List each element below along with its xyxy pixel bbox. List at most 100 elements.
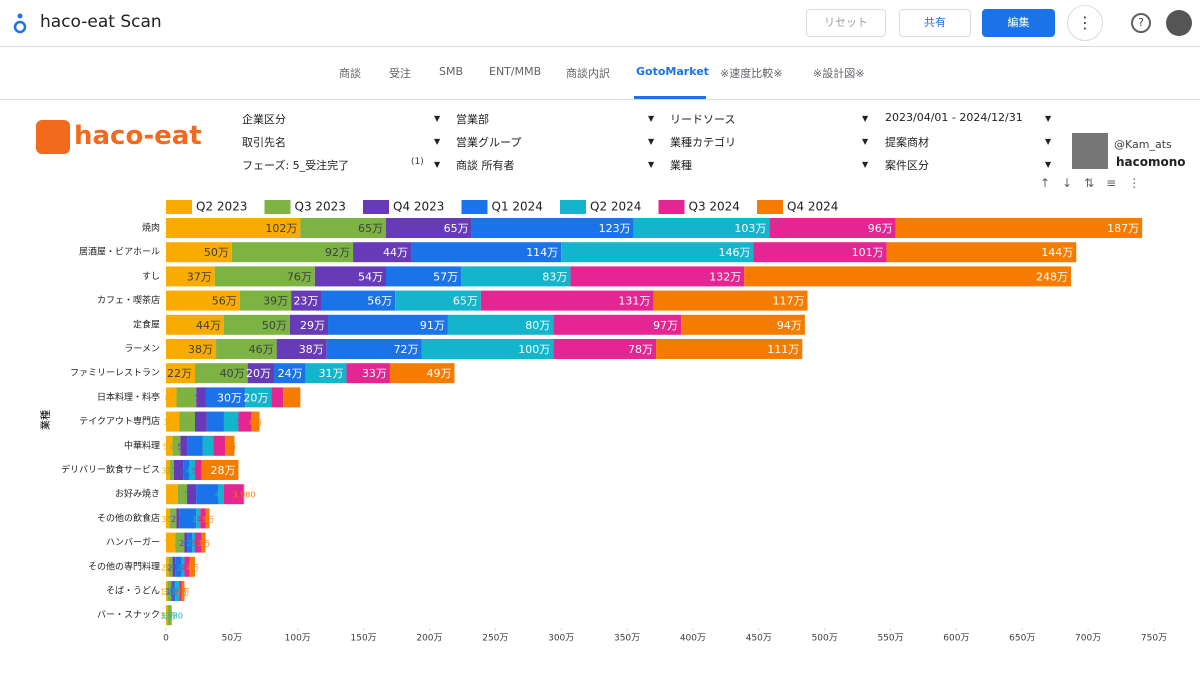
bar-segment: [166, 290, 240, 311]
filter[interactable]: 案件区分: [885, 159, 929, 172]
help-button[interactable]: ?: [1131, 13, 1151, 33]
bar-segment: [205, 387, 246, 408]
value-label: 37万: [187, 270, 212, 283]
filter-arrow: ▼: [862, 137, 869, 146]
y-tick-label: テイクアウト専門店: [79, 415, 160, 427]
bar-segment: [447, 314, 554, 335]
filter-arrow: ▼: [434, 114, 441, 123]
filter[interactable]: 営業部: [456, 113, 489, 126]
tab[interactable]: 商談内訳: [566, 67, 610, 80]
value-label: 7万: [164, 539, 177, 548]
value-label: 3万: [197, 539, 210, 548]
bar-segment: [231, 242, 354, 263]
filter-arrow: ▼: [862, 160, 869, 169]
bar-segment: [480, 290, 654, 311]
y-tick-label: お好み焼き: [115, 488, 160, 500]
value-label: 5万: [192, 467, 205, 476]
bar-segment: [205, 508, 210, 529]
value-label: 31万: [318, 367, 343, 380]
bar-segment: [274, 363, 306, 384]
bar-segment: [187, 484, 197, 505]
bar-segment: [171, 581, 173, 601]
bar-segment: [271, 387, 284, 408]
bar-segment: [187, 435, 203, 456]
y-tick-label: デリバリー飲食サービス: [61, 464, 160, 476]
value-label: 15万: [225, 491, 243, 500]
bar-segment: [223, 411, 239, 432]
value-label: 10万: [236, 418, 254, 427]
x-tick-label: 400万: [680, 634, 706, 644]
tab[interactable]: SMB: [439, 65, 464, 78]
filter[interactable]: 企業区分: [242, 113, 286, 126]
value-label: 3万: [163, 612, 176, 621]
bar-segment: [346, 363, 390, 384]
bar-segment: [179, 508, 197, 529]
value-label: 2万: [171, 515, 184, 524]
value-label: 3万: [201, 515, 214, 524]
value-label: 123万: [599, 222, 631, 235]
filter[interactable]: 商談 所有者: [456, 159, 515, 172]
tab[interactable]: 商談: [339, 67, 361, 80]
filter[interactable]: 業種: [670, 159, 692, 172]
value-label: 5万: [192, 539, 205, 548]
bar-segment: [411, 242, 562, 263]
value-label: 91万: [420, 319, 445, 332]
tab[interactable]: ENT/MMB: [489, 65, 542, 78]
bar-segment: [656, 339, 803, 359]
value-label: 3万: [161, 515, 174, 524]
value-label: 101万: [852, 246, 884, 259]
bar-segment: [172, 435, 181, 456]
bar-segment: [283, 387, 301, 408]
header: haco-eat Scan リセット 共有 編集 ⋮ ?: [0, 0, 1200, 47]
value-label: 29万: [300, 319, 325, 332]
value-label: 9万: [194, 418, 207, 427]
value-label: 7万: [194, 394, 207, 403]
bar-segment: [181, 556, 185, 577]
value-label: 97万: [653, 319, 678, 332]
more-button[interactable]: ⋮: [1067, 5, 1103, 41]
filter[interactable]: 営業グループ: [456, 136, 522, 149]
logo-icon: [36, 120, 70, 154]
filter-arrow: ▼: [1045, 137, 1052, 146]
legend-label: Q2 2024: [590, 200, 641, 214]
filter[interactable]: 2023/04/01 - 2024/12/31: [885, 111, 1023, 124]
x-tick-label: 550万: [877, 634, 903, 644]
bar-segment: [194, 411, 207, 432]
bar-segment: [176, 387, 197, 408]
share-button[interactable]: 共有: [899, 9, 971, 37]
filter[interactable]: 業種カテゴリ: [670, 136, 736, 149]
value-label: 4万: [186, 467, 199, 476]
value-label: 8万: [202, 442, 215, 451]
bar-segment: [175, 581, 180, 601]
value-label: 33万: [362, 367, 387, 380]
y-tick-label: バー・スナック: [97, 610, 160, 621]
chart-toolbar[interactable]: ↑↓⇅≡⋮: [1040, 176, 1153, 190]
filter[interactable]: 取引先名: [242, 136, 286, 149]
value-label: 3万: [161, 467, 174, 476]
tab[interactable]: GotoMarket: [636, 65, 709, 78]
filter-arrow: ▼: [648, 137, 655, 146]
bar-segment: [179, 581, 182, 601]
value-label: 78万: [628, 343, 653, 356]
filter-arrow: ▼: [648, 160, 655, 169]
tab[interactable]: ※速度比較※: [720, 67, 783, 80]
bar-segment: [769, 218, 896, 238]
reset-button[interactable]: リセット: [806, 9, 886, 37]
bar-segment: [225, 435, 235, 456]
value-label: 7万: [185, 491, 198, 500]
bar-segment: [166, 363, 195, 384]
edit-button[interactable]: 編集: [982, 9, 1055, 37]
bar-segment: [176, 508, 180, 529]
bar-segment: [561, 242, 754, 263]
filter[interactable]: フェーズ: 5_受注完了: [242, 159, 350, 172]
bar-segment: [166, 460, 170, 480]
value-label: 144万: [1041, 246, 1073, 259]
tab[interactable]: ※設計図※: [813, 67, 865, 80]
avatar[interactable]: [1166, 10, 1192, 36]
value-label: 2万: [167, 563, 180, 572]
filter[interactable]: リードソース: [670, 113, 736, 126]
bar-segment: [167, 605, 172, 626]
tab[interactable]: 受注: [389, 67, 411, 80]
value-label: 49万: [426, 367, 451, 380]
filter[interactable]: 提案商材: [885, 136, 929, 149]
